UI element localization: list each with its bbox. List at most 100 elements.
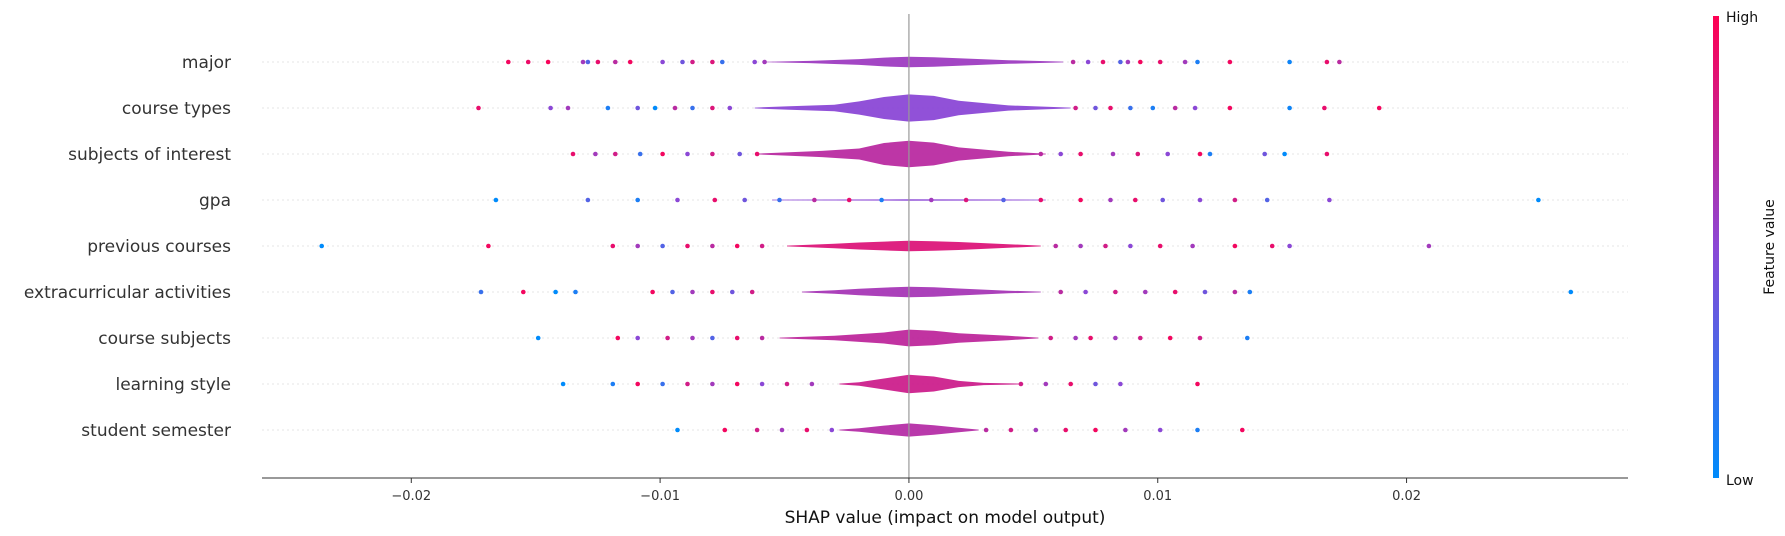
feature-label: course subjects [98,329,231,349]
shap-point [652,105,658,111]
shap-point [1232,243,1238,249]
shap-point [1143,289,1148,295]
shap-point [553,289,558,295]
shap-point [1073,105,1078,111]
shap-point [1287,243,1292,249]
shap-point [1426,243,1432,249]
shap-point [1262,151,1267,157]
shap-point [1150,105,1156,111]
shap-point [560,381,566,387]
feature-rows: major course types subjects of interest gpa… [24,53,1628,441]
x-tick-label: −0.01 [640,489,680,504]
shap-point [1108,197,1113,203]
shap-point [804,427,810,433]
shap-point [1165,151,1170,157]
shap-point [1227,59,1233,65]
shap-point [675,197,680,203]
shap-point [690,59,695,65]
shap-point [1287,59,1292,65]
shap-point [506,59,511,65]
shap-point [963,197,969,203]
shap-point [722,427,728,433]
shap-point [784,381,790,387]
shap-point [1232,197,1238,203]
shap-point [1033,427,1039,433]
shap-point [762,59,767,65]
shap-point [1078,197,1083,203]
shap-point [593,151,598,157]
feature-label: subjects of interest [68,145,231,165]
shap-point [1195,59,1200,65]
shap-point [759,381,765,387]
shap-point [637,151,643,157]
shap-point [635,381,640,387]
shap-point [1038,197,1044,203]
shap-point [1083,289,1088,295]
shap-point [1536,197,1541,203]
feature-row: course types [122,94,1628,122]
shap-point [1172,289,1178,295]
shap-point [535,335,541,341]
shap-point [846,197,852,203]
shap-point [635,243,640,249]
shap-point [1172,105,1178,111]
shap-point [1100,59,1106,65]
shap-point [730,289,735,295]
shap-point [476,105,481,111]
shap-point [1232,289,1238,295]
shap-point [570,151,576,157]
shap-point [1245,335,1250,341]
colorbar-gradient [1713,16,1719,478]
shap-point [754,151,760,157]
shap-point [627,59,633,65]
shap-point [1282,151,1287,157]
shap-point [1078,243,1083,249]
shap-point [1138,335,1143,341]
shap-point [1197,151,1203,157]
shap-point [1133,197,1138,203]
shap-point [710,381,715,387]
shap-point [1113,289,1118,295]
shap-point [1264,197,1270,203]
feature-row: subjects of interest [68,140,1628,168]
colorbar-title: Feature value [1762,199,1778,295]
shap-point [486,243,491,249]
shap-point [1048,335,1053,341]
shap-point [1093,427,1098,433]
shap-point [710,243,715,249]
violin-shape [754,94,1071,122]
shap-point [1327,197,1332,203]
x-tick-label: 0.01 [1143,489,1172,504]
violin-shape [787,240,1041,252]
feature-label: gpa [199,191,231,211]
shap-point [680,59,685,65]
shap-point [1287,105,1292,111]
shap-point [585,59,591,65]
shap-point [710,59,715,65]
shap-point [1376,105,1382,111]
shap-point [615,335,621,341]
x-tick-label: 0.02 [1392,489,1421,504]
shap-point [777,197,782,203]
shap-point [712,197,718,203]
shap-point [685,151,690,157]
shap-point [660,151,665,157]
shap-point [720,59,725,65]
shap-point [690,105,695,111]
colorbar-high-label: High [1726,10,1758,26]
shap-point [478,289,484,295]
shap-point [1157,243,1163,249]
shap-point [545,59,551,65]
colorbar: High Low Feature value [1713,10,1778,489]
shap-point [1167,335,1173,341]
shap-point [1001,197,1006,203]
shap-point [1324,151,1330,157]
feature-label: major [182,53,231,73]
shap-point [1058,289,1063,295]
shap-point [1138,59,1143,65]
violin-shape [762,56,1064,68]
shap-point [1160,197,1165,203]
shap-point [1568,289,1574,295]
shap-point [521,289,526,295]
shap-point [685,243,690,249]
